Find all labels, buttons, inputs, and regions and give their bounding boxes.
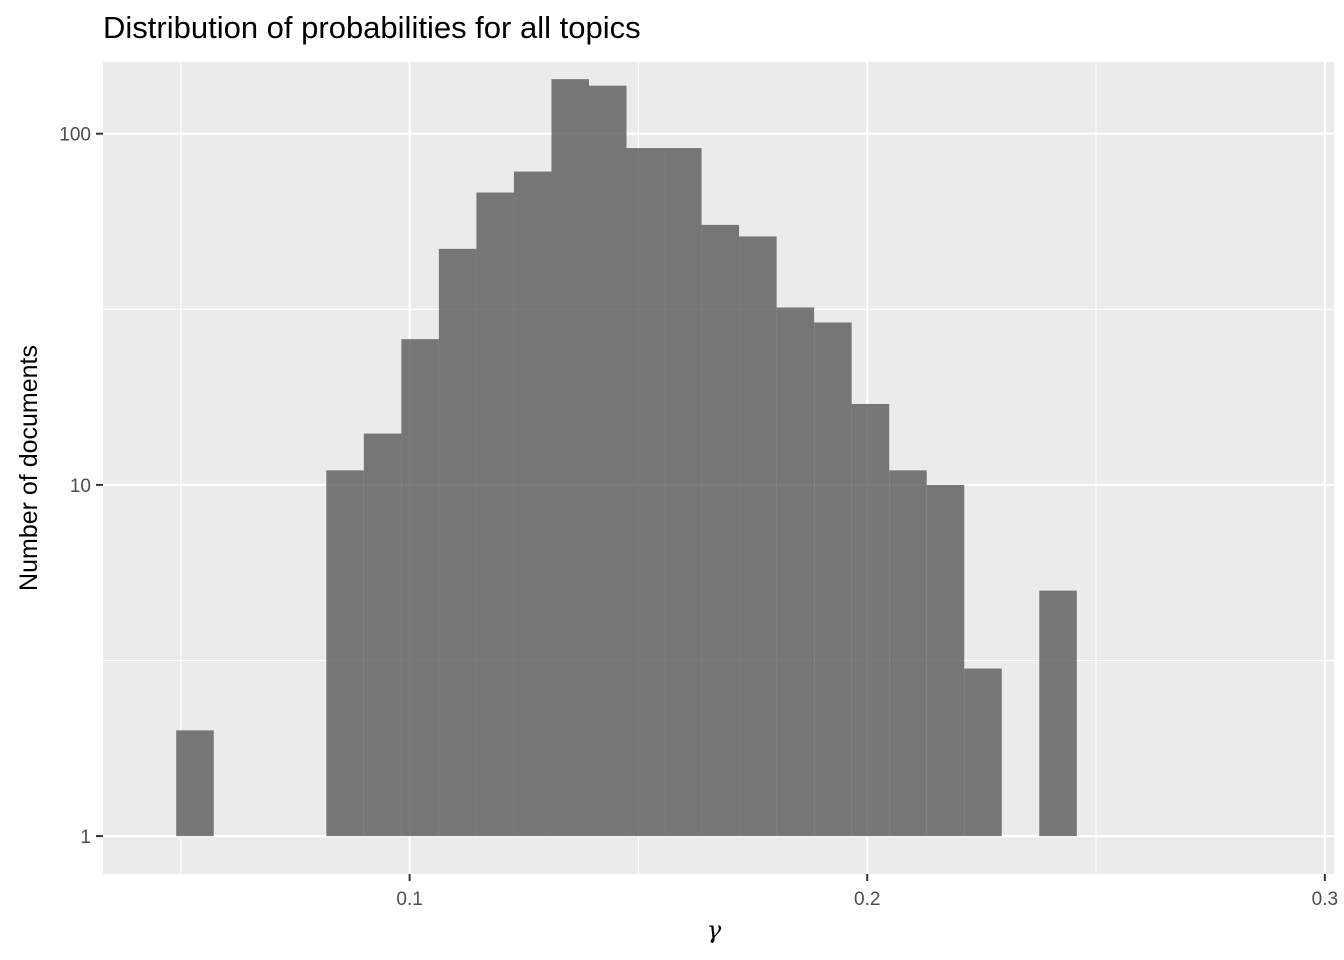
histogram-bar — [626, 148, 665, 837]
x-tick-label: 0.1 — [396, 889, 422, 910]
x-axis-title: γ — [707, 916, 722, 944]
histogram-bar — [739, 236, 777, 837]
y-tick-label: 1 — [80, 827, 91, 848]
y-tick-label: 10 — [70, 476, 91, 497]
histogram-bars — [176, 79, 1077, 837]
y-tick-label: 100 — [59, 125, 91, 146]
histogram-bar — [551, 79, 589, 837]
x-axis: 0.1 0.2 0.3 — [396, 874, 1338, 910]
x-tick-label: 0.3 — [1312, 889, 1338, 910]
histogram-bar — [701, 224, 740, 837]
histogram-bar — [438, 248, 477, 837]
histogram-bar — [588, 85, 627, 837]
histogram-bar — [401, 339, 439, 837]
histogram-bar — [851, 403, 890, 837]
histogram-bar — [1039, 590, 1077, 837]
y-axis-title: Number of documents — [15, 345, 43, 591]
histogram-bar — [513, 171, 552, 837]
y-axis: 1 10 100 — [59, 125, 103, 848]
chart-title: Distribution of probabilities for all to… — [103, 10, 641, 45]
histogram-bar — [814, 322, 852, 837]
x-tick-label: 0.2 — [854, 889, 880, 910]
histogram-bar — [664, 148, 702, 837]
histogram-bar — [926, 484, 965, 837]
histogram-bar — [776, 307, 815, 837]
histogram-bar — [363, 433, 402, 837]
histogram-bar — [476, 192, 514, 837]
histogram-bar — [326, 470, 364, 837]
histogram-bar — [889, 470, 927, 837]
histogram-bar — [176, 730, 214, 837]
histogram-bar — [964, 668, 1002, 837]
